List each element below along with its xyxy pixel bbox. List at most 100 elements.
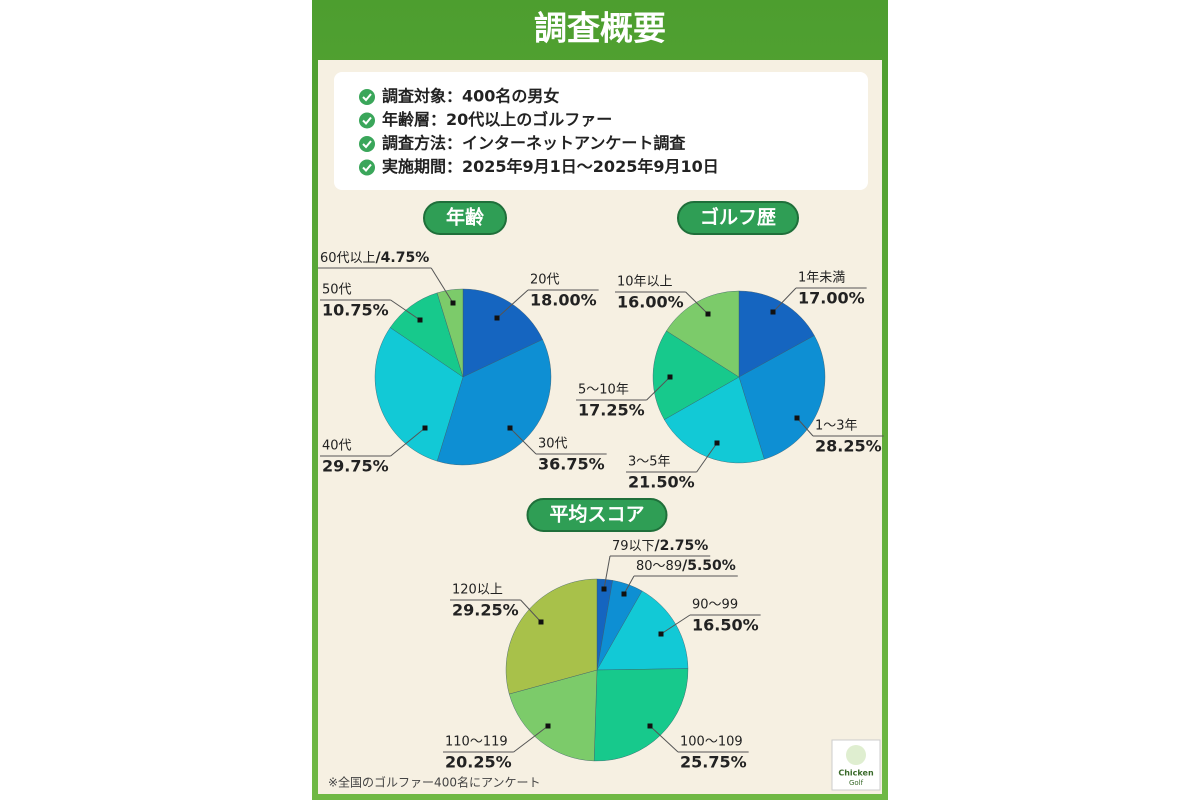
leader-dot [422,425,428,431]
leader-line [772,287,797,313]
data-label: 60代以上/4.75% [320,250,429,266]
section-title: ゴルフ歴 [700,206,776,229]
check-mark [362,116,372,125]
value-label: /5.50% [682,558,736,574]
pie-slice [462,288,543,378]
value-label: 36.75% [538,455,605,474]
leader-dot [647,723,653,729]
data-label: 79以下/2.75% [612,538,708,554]
leader-dot [494,315,500,321]
value-label: 10.75% [322,301,389,320]
leader-dot [770,309,776,315]
leader-line [623,575,635,595]
section-pill [676,201,800,235]
leader-dot [658,631,664,637]
pie-slice [436,339,552,466]
leader-line [685,291,709,315]
logo-text: Golf [849,779,864,787]
check-icon [359,112,375,129]
value-label: 29.25% [452,601,519,620]
leader-dot [507,425,513,431]
info-box [334,72,868,190]
value-label: 17.00% [798,289,865,308]
check-mark [362,93,372,102]
category-label: 90〜99 [692,598,738,613]
section-title: 平均スコア [549,503,644,526]
category-label: 5〜10年 [578,383,629,398]
category-label: 100〜109 [680,735,743,750]
leader-line [430,267,454,304]
check-icon [359,89,375,105]
category-label: 120以上 [452,583,503,598]
data-label: 80〜89/5.50% [636,558,736,574]
check-icon [359,136,375,152]
leader-dot [545,723,551,729]
value-label: 28.25% [815,437,882,456]
pie-slice [374,327,464,462]
value-label: 18.00% [530,291,597,310]
value-label: /4.75% [376,250,430,266]
leader-line [509,427,537,455]
category-label: 79以下 [612,539,655,554]
leader-dot [667,374,673,380]
section-pill [526,498,668,532]
survey-item: 調査方法：インターネットアンケート調査 [382,134,685,153]
value-label: 20.25% [445,753,512,772]
leader-line [696,442,718,473]
value-label: 29.75% [322,457,389,476]
category-label: 3〜5年 [628,455,671,470]
leader-dot [601,586,607,592]
leader-line [796,417,814,437]
section-pill [422,201,508,235]
leader-dot [794,415,800,421]
value-label: 16.50% [692,616,759,635]
main-title: 調査概要 [534,9,666,48]
logo-text: Chicken [838,769,874,778]
leader-line [520,599,542,623]
leader-line [496,289,529,319]
category-label: 1〜3年 [815,419,858,434]
survey-list: 調査対象：400名の男女年齢層：20代以上のゴルファー調査方法：インターネットア… [359,87,719,176]
survey-item: 年齢層：20代以上のゴルファー [382,110,612,129]
leader-dot [450,300,456,306]
category-label: 1年未満 [798,271,845,286]
leader-dot [705,311,711,317]
value-label: 21.50% [628,473,695,492]
leader-dot [417,317,423,323]
pie-slice [508,669,598,762]
leader-line [390,299,421,321]
leader-line [513,725,549,753]
value-label: /2.75% [655,538,709,554]
pie-slice [738,290,815,378]
pie-slice [436,288,464,378]
logo-icon [846,745,866,765]
pie-slice [652,330,740,420]
leader-dot [538,619,544,625]
survey-item: 調査対象：400名の男女 [382,87,559,106]
category-label: 20代 [530,273,560,288]
category-label: 60代以上 [320,251,376,266]
category-label: 10年以上 [617,275,673,290]
leader-line [390,427,426,457]
check-mark [362,163,372,172]
value-label: 16.00% [617,293,684,312]
category-label: 110〜119 [445,735,508,750]
category-label: 50代 [322,283,352,298]
category-label: 30代 [538,437,568,452]
leader-line [646,376,671,401]
leader-line [649,725,679,753]
check-icon [359,159,375,176]
check-mark [362,140,372,149]
pie-slice [596,590,689,671]
pie-slice [738,335,826,460]
pie-slice [593,668,689,762]
value-label: 25.75% [680,753,747,772]
pie-slice [505,578,598,695]
section-title: 年齢 [446,206,485,229]
leader-line [660,614,691,635]
survey-item: 実施期間：2025年9月1日〜2025年9月10日 [382,157,719,176]
pie-slice [666,290,740,378]
